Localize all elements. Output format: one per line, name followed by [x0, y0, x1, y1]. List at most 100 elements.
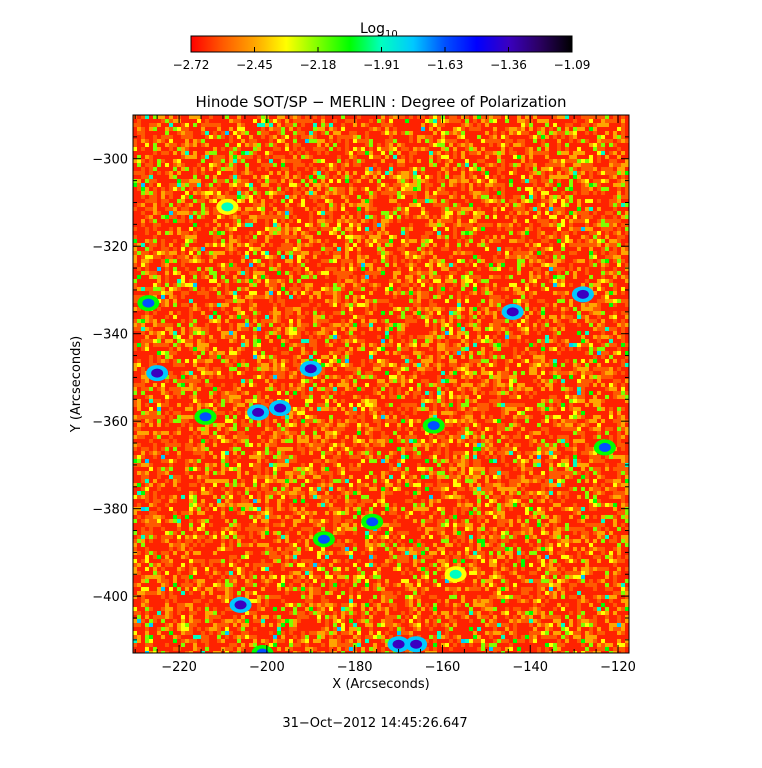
heatmap-cell [413, 167, 417, 171]
heatmap-cell [201, 259, 205, 263]
heatmap-cell [617, 199, 621, 203]
heatmap-cell [597, 347, 601, 351]
heatmap-cell [149, 399, 153, 403]
heatmap-cell [405, 363, 409, 367]
heatmap-cell [329, 247, 333, 251]
heatmap-cell [537, 131, 541, 135]
heatmap-cell [321, 367, 325, 371]
heatmap-cell [277, 263, 281, 267]
heatmap-cell [425, 407, 429, 411]
heatmap-cell [405, 235, 409, 239]
heatmap-cell [441, 183, 445, 187]
heatmap-cell [501, 387, 505, 391]
heatmap-cell [169, 419, 173, 423]
heatmap-cell [553, 419, 557, 423]
heatmap-cell [561, 419, 565, 423]
heatmap-cell [485, 139, 489, 143]
heatmap-cell [481, 411, 485, 415]
heatmap-cell [593, 123, 597, 127]
heatmap-cell [373, 227, 377, 231]
heatmap-cell [161, 191, 165, 195]
heatmap-cell [161, 287, 165, 291]
heatmap-cell [485, 339, 489, 343]
heatmap-cell [449, 335, 453, 339]
heatmap-cell [425, 191, 429, 195]
heatmap-cell [157, 123, 161, 127]
heatmap-cell [369, 147, 373, 151]
heatmap-cell [333, 207, 337, 211]
heatmap-cell [441, 391, 445, 395]
heatmap-cell [397, 279, 401, 283]
heatmap-cell [557, 323, 561, 327]
heatmap-cell [409, 223, 413, 227]
heatmap-cell [485, 203, 489, 207]
heatmap-cell [133, 383, 137, 387]
heatmap-cell [333, 187, 337, 191]
heatmap-cell [153, 383, 157, 387]
heatmap-cell [609, 211, 613, 215]
heatmap-cell [577, 363, 581, 367]
heatmap-cell [293, 231, 297, 235]
heatmap-cell [193, 235, 197, 239]
heatmap-cell [293, 119, 297, 123]
heatmap-cell [525, 115, 529, 119]
heatmap-cell [169, 171, 173, 175]
heatmap-cell [485, 119, 489, 123]
heatmap-cell [449, 287, 453, 291]
heatmap-cell [357, 423, 361, 427]
heatmap-cell [601, 331, 605, 335]
heatmap-cell [605, 263, 609, 267]
heatmap-cell [433, 195, 437, 199]
heatmap-cell [589, 323, 593, 327]
heatmap-cell [133, 387, 137, 391]
heatmap-cell [421, 363, 425, 367]
heatmap-cell [205, 243, 209, 247]
heatmap-cell [401, 283, 405, 287]
heatmap-cell [185, 191, 189, 195]
heatmap-cell [601, 383, 605, 387]
heatmap-cell [497, 331, 501, 335]
heatmap-cell [313, 227, 317, 231]
heatmap-cell [145, 155, 149, 159]
heatmap-cell [577, 207, 581, 211]
heatmap-cell [549, 235, 553, 239]
heatmap-cell [153, 411, 157, 415]
heatmap-cell [153, 399, 157, 403]
heatmap-cell [625, 171, 629, 175]
heatmap-cell [373, 171, 377, 175]
heatmap-cell [285, 207, 289, 211]
heatmap-cell [317, 139, 321, 143]
heatmap-cell [597, 239, 601, 243]
heatmap-cell [269, 139, 273, 143]
heatmap-cell [273, 303, 277, 307]
heatmap-cell [381, 363, 385, 367]
heatmap-cell [517, 387, 521, 391]
heatmap-cell [417, 135, 421, 139]
heatmap-cell [545, 335, 549, 339]
heatmap-cell [221, 395, 225, 399]
heatmap-cell [173, 299, 177, 303]
heatmap-cell [501, 355, 505, 359]
heatmap-cell [493, 399, 497, 403]
heatmap-cell [281, 255, 285, 259]
heatmap-cell [465, 251, 469, 255]
heatmap-cell [481, 239, 485, 243]
heatmap-cell [341, 423, 345, 427]
heatmap-cell [225, 247, 229, 251]
heatmap-cell [461, 391, 465, 395]
heatmap-cell [253, 295, 257, 299]
heatmap-cell [597, 235, 601, 239]
heatmap-cell [149, 315, 153, 319]
heatmap-cell [269, 279, 273, 283]
heatmap-cell [617, 183, 621, 187]
heatmap-cell [585, 187, 589, 191]
heatmap-cell [293, 375, 297, 379]
heatmap-cell [321, 147, 325, 151]
heatmap-cell [609, 143, 613, 147]
heatmap-cell [453, 207, 457, 211]
heatmap-cell [549, 243, 553, 247]
heatmap-cell [457, 127, 461, 131]
heatmap-cell [385, 123, 389, 127]
heatmap-cell [285, 251, 289, 255]
heatmap-cell [465, 199, 469, 203]
